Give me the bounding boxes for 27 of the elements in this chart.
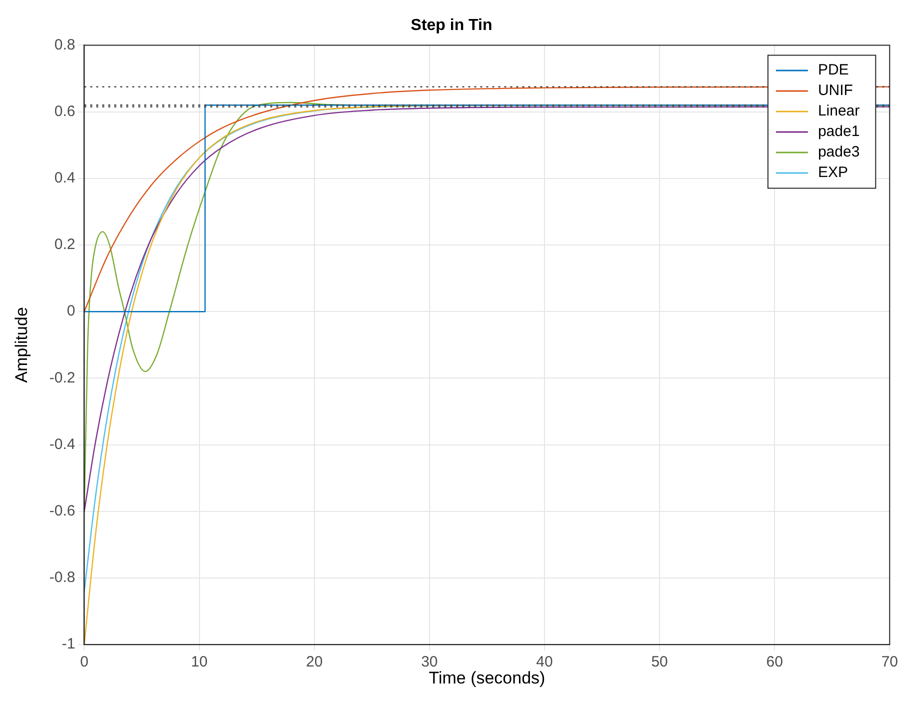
x-tick-label: 10 [190, 654, 208, 671]
y-tick-label: 0.2 [54, 236, 76, 254]
y-tick-label: 0.6 [54, 102, 76, 120]
legend-label: EXP [818, 164, 848, 182]
legend-label: pade3 [818, 144, 860, 161]
x-axis-title: Time (seconds) [428, 668, 546, 688]
x-tick-label: 60 [766, 654, 783, 671]
legend-label: UNIF [818, 82, 853, 100]
y-axis-title: Amplitude [12, 307, 31, 383]
x-tick-label: 0 [80, 654, 88, 671]
legend-label: PDE [818, 62, 849, 79]
x-tick-label: 20 [306, 654, 323, 671]
y-tick-label: 0 [66, 302, 76, 320]
y-tick-label: -0.8 [49, 569, 76, 586]
y-tick-label: 0.8 [54, 36, 76, 54]
x-tick-label: 70 [881, 654, 898, 671]
x-tick-label: 30 [421, 654, 438, 671]
legend-label: Linear [818, 102, 860, 120]
y-tick-label: -1 [62, 636, 76, 653]
legend-label: pade1 [818, 123, 860, 140]
y-tick-label: 0.4 [54, 170, 76, 187]
chart-title: Step in Tin [410, 17, 492, 34]
y-tick-label: -0.4 [49, 436, 76, 453]
y-tick-label: -0.6 [49, 502, 76, 520]
y-tick-label: -0.2 [49, 369, 76, 386]
x-tick-label: 40 [536, 654, 553, 671]
x-tick-label: 50 [651, 654, 668, 671]
